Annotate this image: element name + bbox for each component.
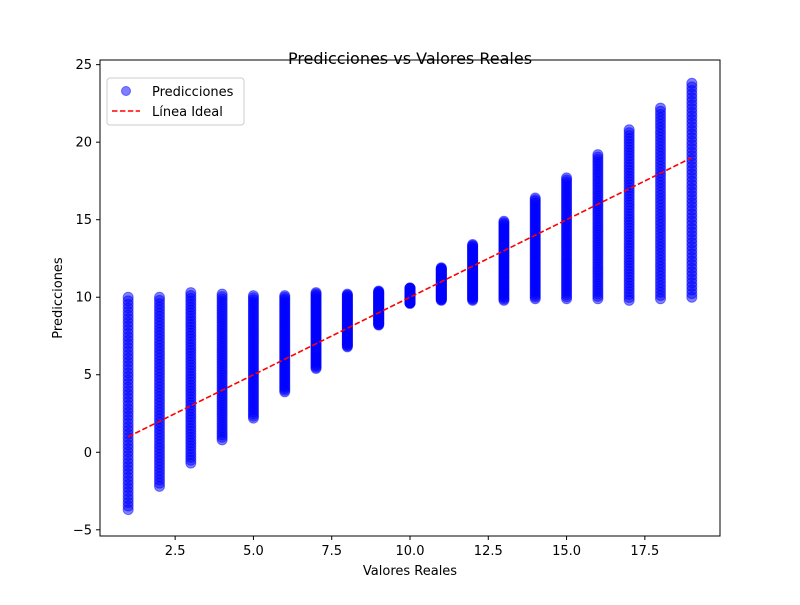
prediction-point [122,291,134,303]
prediction-point [153,291,165,303]
prediction-point [592,149,604,161]
prediction-point [404,282,416,294]
x-tick-label: 12.5 [474,544,503,559]
legend-label-predicciones: Predicciones [152,85,234,100]
prediction-point [561,172,573,184]
y-tick-label: 10 [75,291,92,306]
y-tick-label: −5 [73,523,92,538]
x-tick-label: 2.5 [165,544,186,559]
prediction-point [185,287,197,299]
prediction-point [341,288,353,300]
y-tick-label: 0 [84,446,92,461]
x-tick-label: 5.0 [243,544,264,559]
y-tick-label: 20 [75,136,92,151]
prediction-point [373,285,385,297]
ideal-line-layer [127,156,693,438]
y-axis-label: Predicciones [51,257,66,339]
y-tick-label: 5 [84,368,92,383]
prediction-point [498,215,510,227]
prediction-point [216,288,228,300]
prediction-points [122,77,698,516]
x-tick-label: 7.5 [321,544,342,559]
prediction-point [310,287,322,299]
x-tick-label: 10.0 [396,544,425,559]
prediction-point [623,124,635,136]
x-axis-ticks: 2.5 5.0 7.5 10.0 12.5 15.0 17.5 [165,536,659,559]
x-tick-label: 17.5 [630,544,659,559]
x-tick-label: 15.0 [552,544,581,559]
y-tick-label: 15 [75,213,92,228]
prediction-point [655,102,667,114]
y-tick-label: 25 [75,58,92,73]
y-axis-ticks: −5 0 5 10 15 20 25 [73,58,100,538]
prediction-point [467,239,479,251]
legend-label-linea-ideal: Línea Ideal [152,105,223,120]
legend-box [106,77,245,126]
chart-title: Predicciones vs Valores Reales [288,49,532,68]
ideal-line [127,156,693,438]
legend: Predicciones Línea Ideal [106,77,245,126]
x-axis-label: Valores Reales [363,564,457,579]
prediction-point [686,77,698,89]
prediction-point [247,290,259,302]
prediction-point [279,290,291,302]
prediction-point [529,192,541,204]
prediction-point [435,262,447,274]
legend-marker-predicciones [121,86,131,96]
